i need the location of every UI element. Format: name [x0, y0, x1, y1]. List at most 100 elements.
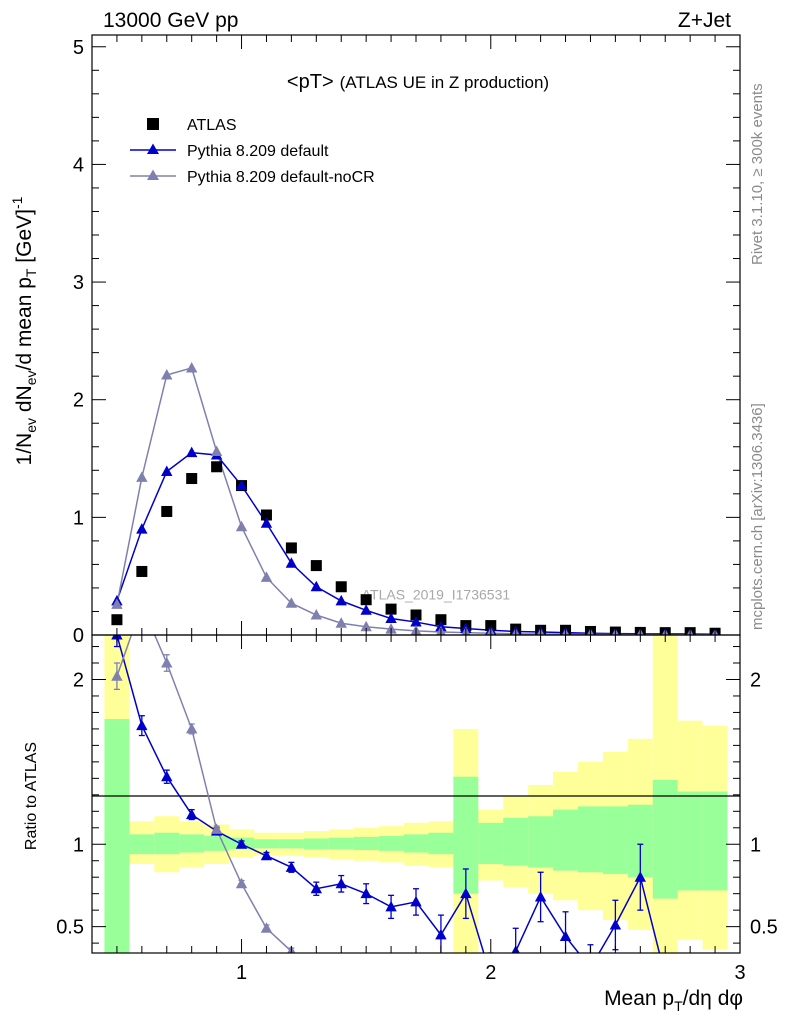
main-point-default: [185, 446, 198, 458]
main-point-atlas: [385, 603, 397, 615]
main-point-nocr: [235, 520, 248, 532]
main-point-nocr: [185, 361, 198, 373]
ratio-y-tick-label-right: 2: [750, 669, 761, 691]
ratio-point-nocr: [311, 962, 322, 973]
ratio-point-default: [235, 838, 248, 849]
main-point-default: [235, 479, 248, 491]
ratio-band-stat: [179, 834, 205, 853]
ratio-point-default: [634, 871, 647, 882]
ratio-point-default: [136, 719, 148, 731]
ratio-point-default: [460, 887, 472, 899]
ratio-point-default: [185, 808, 198, 820]
legend-label-default: Pythia 8.209 default: [187, 143, 329, 160]
ratio-band-stat: [353, 836, 379, 851]
ratio-point-nocr: [260, 922, 273, 933]
main-point-nocr: [285, 597, 298, 608]
main-point-atlas: [310, 560, 322, 572]
ratio-point-default: [310, 882, 323, 894]
main-point-nocr: [136, 471, 148, 482]
ratio-point-default: [285, 861, 298, 872]
ratio-point-default: [260, 849, 273, 861]
ratio-point-default: [534, 890, 547, 902]
ratio-point-default: [660, 970, 671, 981]
ratio-y-tick-label-left: 1: [73, 834, 84, 856]
ratio-band-stat: [602, 806, 628, 874]
axis-ticks: [92, 35, 740, 953]
main-y-tick-label: 0: [73, 625, 84, 647]
main-point-default: [360, 604, 372, 615]
main-title-description: (ATLAS UE in Z production): [340, 73, 549, 92]
ratio-point-nocr: [210, 823, 223, 834]
main-point-atlas: [335, 581, 347, 593]
main-point-atlas: [410, 609, 422, 621]
ratio-band-stat: [403, 834, 429, 853]
process-label: Z+Jet: [678, 9, 731, 32]
x-tick-label: 2: [485, 962, 496, 984]
ratio-point-default: [410, 895, 422, 907]
analysis-watermark: ATLAS_2019_I1736531: [362, 587, 511, 603]
main-point-nocr: [161, 369, 173, 380]
main-point-atlas: [285, 542, 297, 554]
ratio-series-points: [111, 599, 671, 981]
ratio-point-default: [360, 887, 372, 899]
legend-marker-default: [147, 143, 159, 154]
main-point-atlas: [435, 614, 447, 626]
ratio-point-default: [161, 770, 173, 782]
mcplots-source-label: mcplots.cern.ch [arXiv:1306.3436]: [749, 403, 766, 630]
main-y-tick-label: 4: [73, 154, 84, 176]
ratio-y-tick-label-right: 1: [750, 834, 761, 856]
main-point-default: [260, 517, 273, 528]
x-tick-label: 3: [734, 962, 745, 984]
ratio-uncertainty-bands: [104, 635, 728, 953]
ratio-band-stat: [528, 816, 554, 868]
ratio-band-stat: [129, 834, 155, 855]
main-point-default: [136, 523, 148, 534]
main-point-atlas: [211, 461, 223, 473]
main-point-atlas: [360, 594, 372, 606]
main-line-default: [116, 451, 716, 635]
main-point-nocr: [260, 571, 273, 582]
ratio-point-nocr: [161, 657, 173, 668]
legend: ATLAS Pythia 8.209 default Pythia 8.209 …: [130, 117, 375, 186]
ratio-band-stat: [578, 806, 603, 873]
ratio-point-nocr: [185, 722, 198, 734]
main-point-default: [410, 616, 422, 627]
ratio-point-default: [559, 930, 572, 942]
ratio-y-axis-label: Ratio to ATLAS: [23, 742, 40, 850]
x-tick-label: 1: [236, 962, 247, 984]
ratio-point-nocr: [235, 877, 248, 889]
ratio-point-default: [609, 918, 622, 930]
ratio-band-stat: [652, 779, 678, 899]
main-point-atlas: [260, 509, 272, 521]
main-point-atlas: [186, 473, 198, 485]
ratio-band-stat: [378, 836, 404, 851]
rivet-version-label: Rivet 3.1.10, ≥ 300k events: [749, 83, 766, 265]
main-point-default: [435, 620, 447, 632]
ratio-y-tick-label-left: 2: [73, 669, 84, 691]
main-point-atlas: [111, 614, 123, 626]
ratio-band-stat: [204, 836, 230, 851]
ratio-band-stat: [278, 839, 304, 849]
legend-marker-nocr: [147, 169, 159, 180]
ratio-point-default: [435, 928, 447, 940]
main-point-default: [285, 557, 298, 568]
main-point-nocr: [210, 445, 223, 456]
main-point-nocr: [111, 598, 123, 609]
main-point-default: [161, 465, 173, 476]
main-plot-title: <pT> (ATLAS UE in Z production): [287, 71, 549, 93]
main-y-tick-label: 3: [73, 272, 84, 294]
ratio-point-nocr: [136, 599, 147, 610]
energy-label: 13000 GeV pp: [103, 9, 238, 32]
ratio-band-stat: [702, 791, 728, 891]
ratio-band-stat: [328, 837, 354, 850]
ratio-point-nocr: [111, 670, 123, 681]
legend-label-nocr: Pythia 8.209 default-noCR: [187, 169, 375, 186]
ratio-point-default: [385, 900, 397, 912]
ratio-band-stat: [428, 832, 454, 855]
main-point-nocr: [360, 620, 372, 632]
main-y-tick-label: 5: [73, 37, 84, 59]
ratio-band-stat: [677, 791, 703, 891]
main-point-default: [310, 580, 323, 592]
main-y-axis-label: 1/Nev dNev/d mean pT [GeV]-1: [9, 196, 39, 465]
